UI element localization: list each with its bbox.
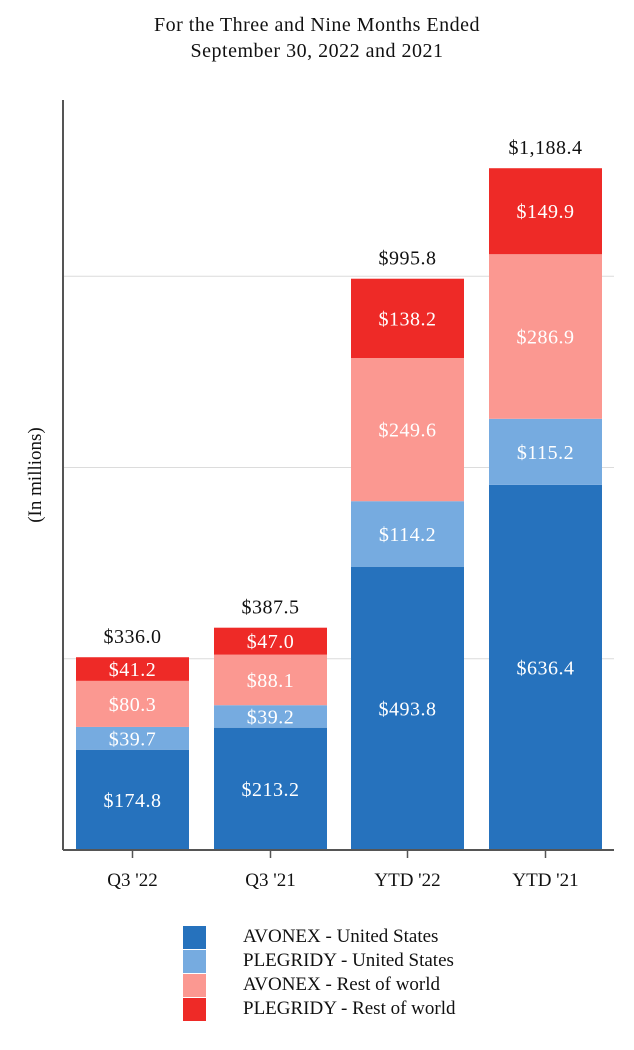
data-label-avonex-us-2: $493.8	[379, 698, 437, 720]
bar-avonex-us-3	[489, 484, 602, 850]
data-label-plegridy-row-3: $149.9	[517, 201, 575, 223]
bar-avonex-row-0	[76, 680, 189, 727]
total-label-2: $995.8	[379, 248, 437, 270]
x-tick-label-1: Q3 '21	[245, 870, 295, 891]
legend-item-avonex-us: AVONEX - United States	[183, 925, 543, 949]
legend-item-plegridy-row: PLEGRIDY - Rest of world	[183, 997, 543, 1021]
legend-label-plegridy-row: PLEGRIDY - Rest of world	[243, 998, 456, 1019]
legend: AVONEX - United States PLEGRIDY - United…	[183, 925, 543, 1021]
bar-avonex-row-3	[489, 254, 602, 419]
legend-item-avonex-row: AVONEX - Rest of world	[183, 973, 543, 997]
data-label-plegridy-us-3: $115.2	[517, 442, 574, 464]
bar-plegridy-us-2	[351, 501, 464, 567]
bar-plegridy-row-1	[214, 627, 327, 655]
x-tick-label-0: Q3 '22	[107, 870, 157, 891]
bar-avonex-us-0	[76, 749, 189, 850]
data-label-plegridy-row-2: $138.2	[379, 308, 437, 330]
data-label-plegridy-row-0: $41.2	[109, 659, 157, 681]
x-tick-label-3: YTD '21	[512, 870, 578, 891]
data-label-avonex-row-2: $249.6	[379, 420, 437, 442]
legend-swatch-avonex-row	[183, 973, 206, 997]
bar-avonex-row-2	[351, 357, 464, 502]
x-tick-label-2: YTD '22	[374, 870, 440, 891]
data-label-avonex-row-3: $286.9	[517, 327, 575, 349]
bar-plegridy-us-1	[214, 705, 327, 728]
data-label-plegridy-row-1: $47.0	[247, 631, 295, 653]
y-axis-label: (In millions)	[25, 427, 46, 523]
data-label-avonex-us-3: $636.4	[517, 657, 575, 679]
legend-item-plegridy-us: PLEGRIDY - United States	[183, 949, 543, 973]
bar-plegridy-row-0	[76, 657, 189, 681]
bar-plegridy-us-3	[489, 418, 602, 485]
data-label-plegridy-us-1: $39.2	[247, 706, 295, 728]
bar-plegridy-us-0	[76, 726, 189, 750]
data-label-avonex-us-0: $174.8	[104, 790, 162, 812]
legend-label-plegridy-us: PLEGRIDY - United States	[243, 950, 454, 971]
data-label-plegridy-us-0: $39.7	[109, 728, 157, 750]
data-label-avonex-us-1: $213.2	[242, 779, 300, 801]
legend-swatch-plegridy-row	[183, 997, 206, 1021]
legend-swatch-plegridy-us	[183, 949, 206, 973]
data-label-avonex-row-1: $88.1	[247, 670, 295, 692]
legend-swatch-avonex-us	[183, 925, 206, 949]
bar-plegridy-row-2	[351, 278, 464, 358]
chart-plot: $174.8 $39.7 $80.3 $41.2 $336.0 Q3 '22 $213.2 $…	[62, 100, 614, 891]
bar-avonex-row-1	[214, 654, 327, 706]
total-label-0: $336.0	[104, 626, 162, 648]
bar-avonex-us-2	[351, 566, 464, 850]
total-label-1: $387.5	[242, 597, 300, 619]
chart-title: For the Three and Nine Months Ended	[154, 14, 480, 36]
legend-label-avonex-row: AVONEX - Rest of world	[243, 974, 441, 995]
chart-subtitle: September 30, 2022 and 2021	[190, 40, 444, 62]
bar-plegridy-row-3	[489, 168, 602, 255]
bar-avonex-us-1	[214, 727, 327, 850]
total-label-3: $1,188.4	[509, 137, 583, 159]
legend-label-avonex-us: AVONEX - United States	[243, 926, 439, 947]
data-label-avonex-row-0: $80.3	[109, 694, 157, 716]
data-label-plegridy-us-2: $114.2	[379, 524, 436, 546]
